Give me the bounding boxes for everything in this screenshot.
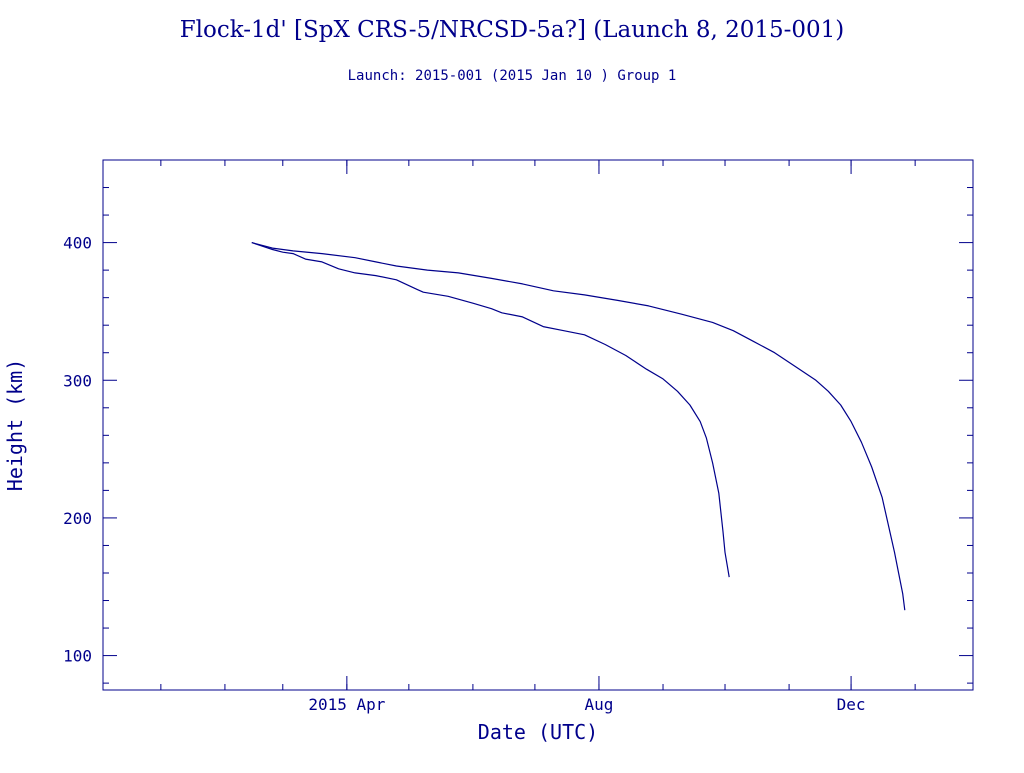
- plot-frame: [102, 159, 974, 691]
- x-tick-label: Dec: [837, 695, 866, 714]
- y-tick-label: 200: [63, 509, 92, 528]
- x-tick-label: 2015 Apr: [308, 695, 385, 714]
- y-tick-label: 400: [63, 234, 92, 253]
- axis-ticks: [103, 159, 973, 690]
- series-line-1: [251, 242, 730, 578]
- chart-subtitle: Launch: 2015-001 (2015 Jan 10 ) Group 1: [348, 68, 677, 84]
- x-axis-label: Date (UTC): [478, 720, 598, 744]
- x-tick-label: Aug: [585, 695, 614, 714]
- y-axis-label: Height (km): [3, 359, 27, 491]
- y-tick-label: 300: [63, 371, 92, 390]
- series-lines: [251, 242, 906, 611]
- series-line-2: [251, 242, 906, 611]
- y-tick-label: 100: [63, 647, 92, 666]
- chart-title: Flock-1d' [SpX CRS-5/NRCSD-5a?] (Launch …: [180, 17, 845, 43]
- axis-tick-labels: 100 200 300 400 2015 Apr Aug Dec: [63, 234, 865, 714]
